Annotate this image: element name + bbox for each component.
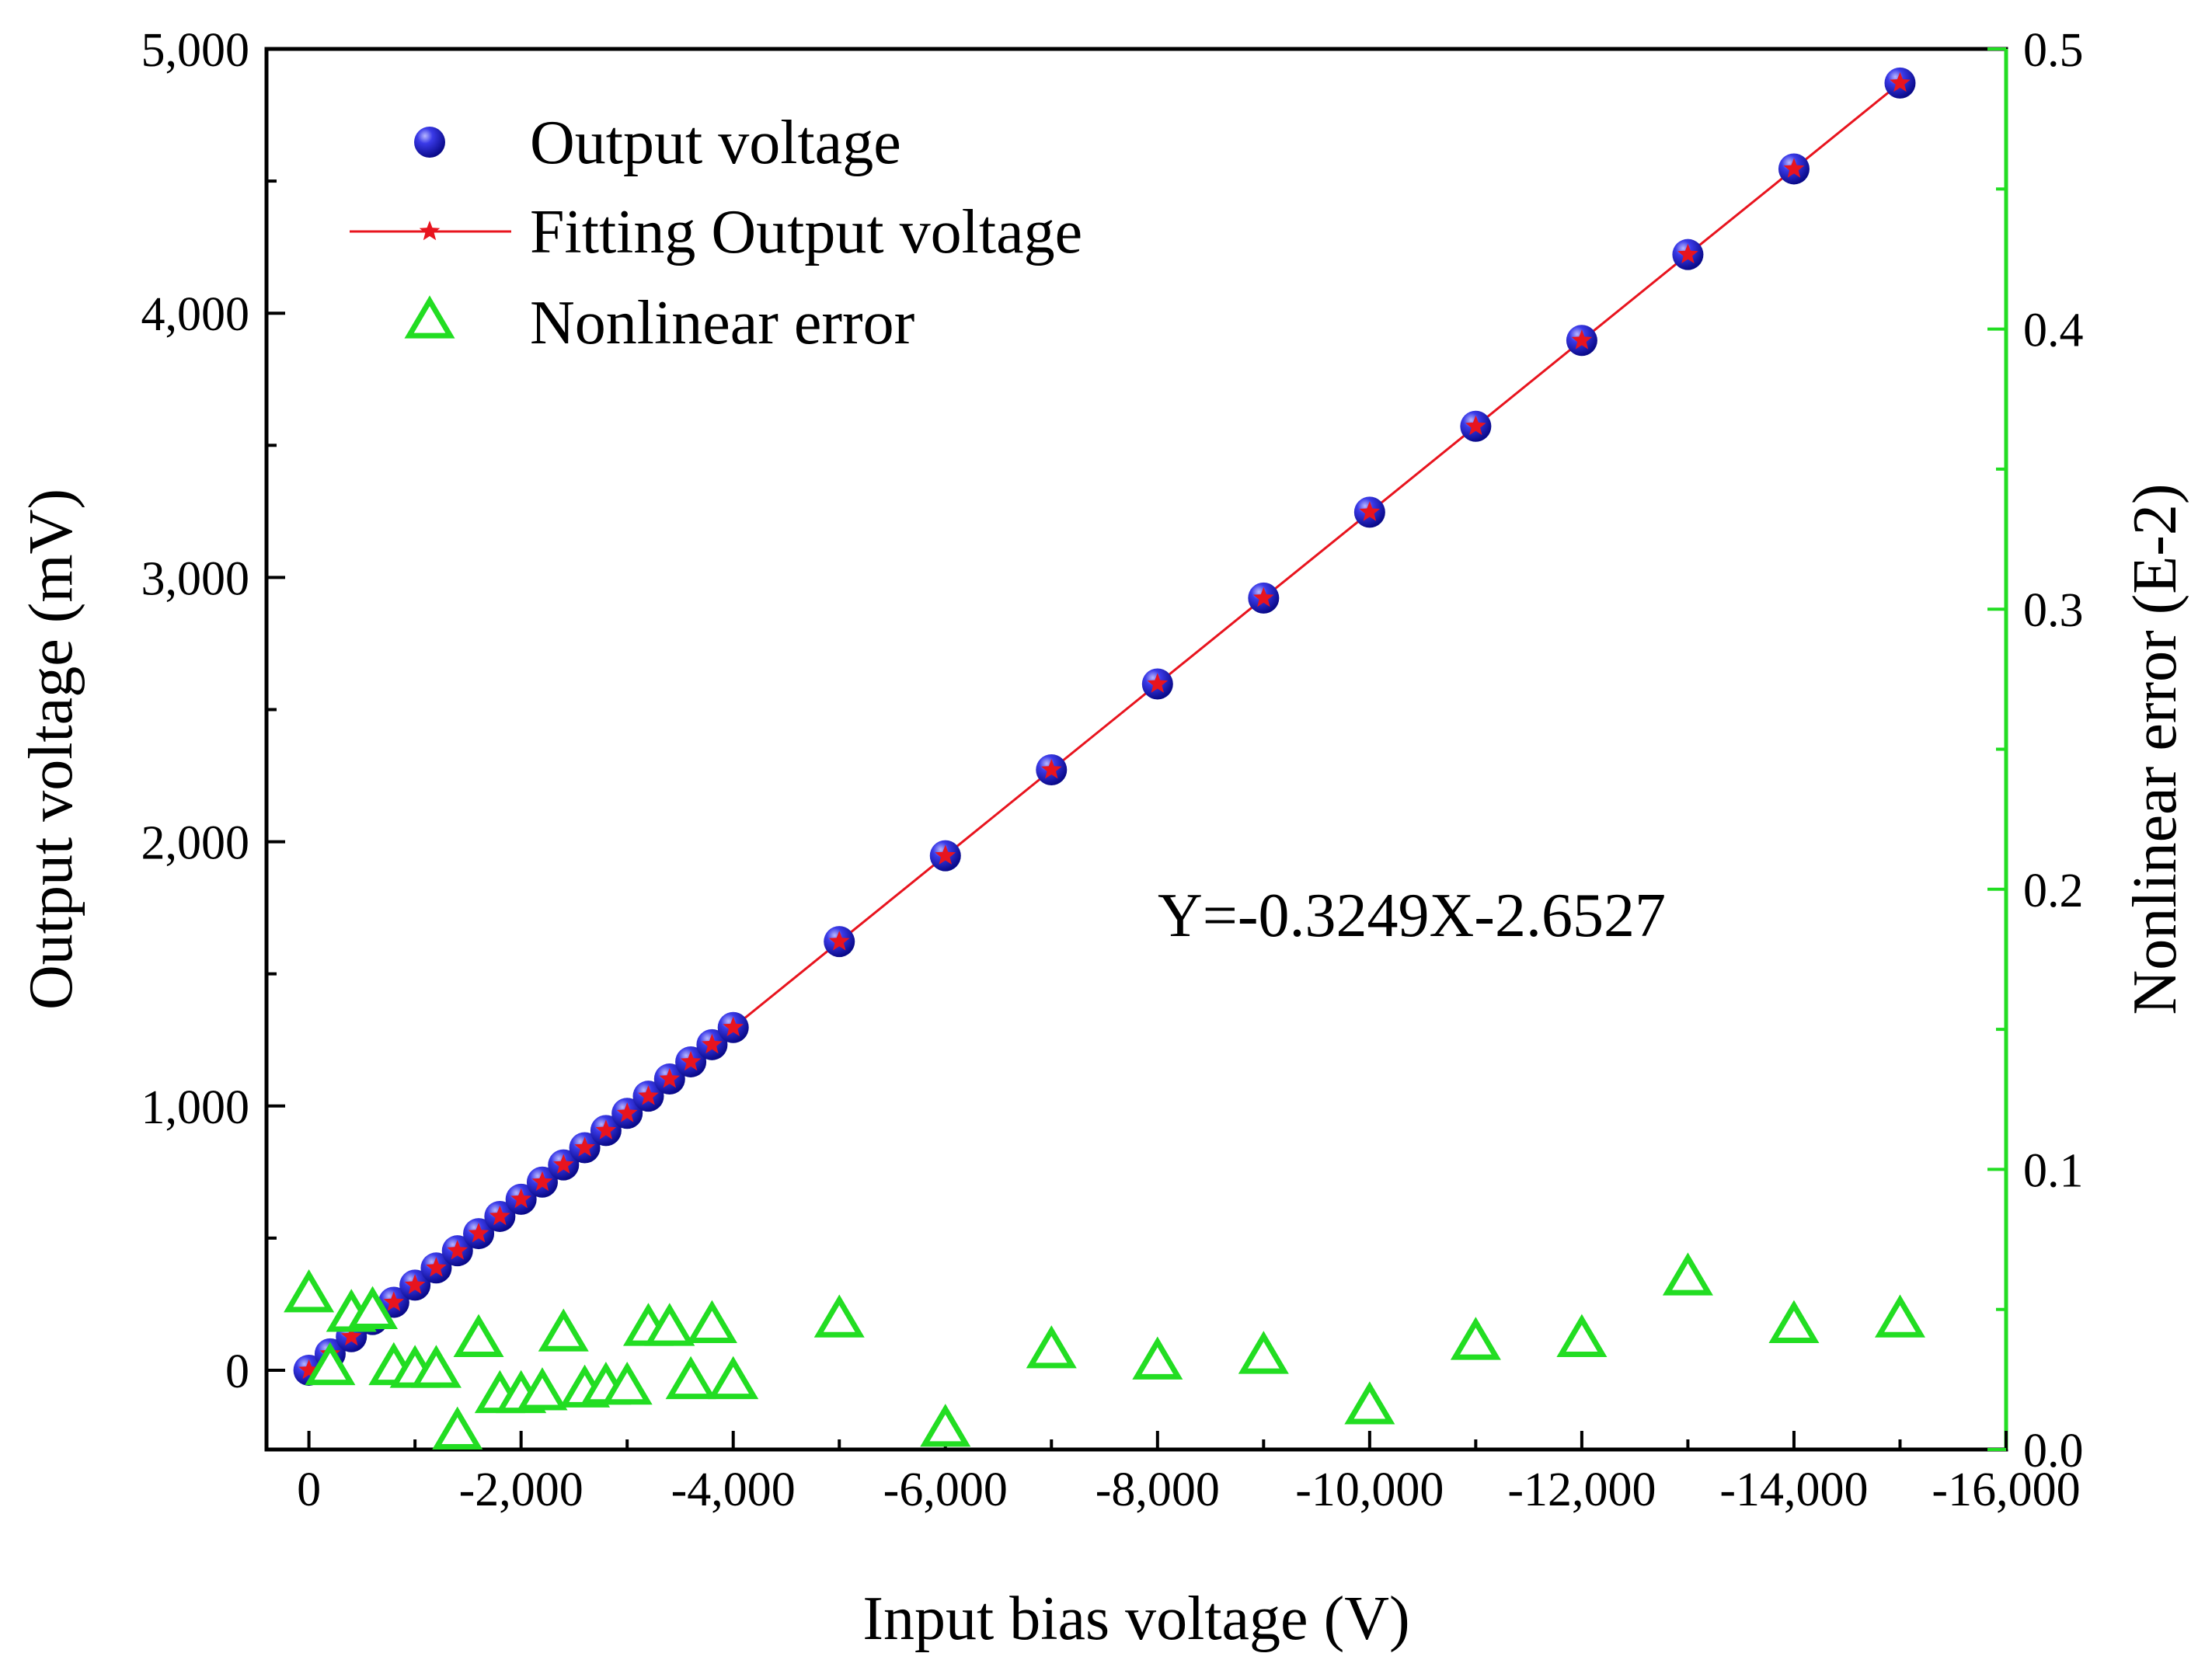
fitting-point	[1783, 158, 1805, 178]
fitting-point	[404, 1274, 426, 1294]
legend: Output voltage Fitting Output voltage No…	[350, 109, 1082, 357]
nonlinear-error-point	[601, 1361, 653, 1405]
y-left-axis-ticks: 0 1,000 2,000 3,000 4,000 5,000	[141, 24, 285, 1398]
nonlinear-error-point	[708, 1356, 759, 1400]
y-right-tick-label: 0.3	[2023, 584, 2084, 637]
y-right-tick-label: 0.2	[2023, 865, 2084, 917]
y-left-tick-label: 1,000	[141, 1081, 250, 1134]
nonlinear-error-point	[1662, 1252, 1713, 1296]
fitting-point	[659, 1068, 681, 1088]
fitting-point	[1359, 501, 1381, 521]
legend-label-output-voltage: Output voltage	[530, 109, 901, 177]
fitting-point	[595, 1119, 617, 1140]
x-tick-label: -14,000	[1719, 1463, 1868, 1516]
fitting-point	[426, 1257, 447, 1277]
fitting-point	[1147, 673, 1169, 693]
fitting-point	[638, 1085, 659, 1105]
legend-label-fitting: Fitting Output voltage	[530, 198, 1082, 266]
y-right-tick-label: 0.0	[2023, 1425, 2084, 1477]
fitting-point	[489, 1206, 510, 1226]
fitting-point	[723, 1016, 744, 1036]
nonlinear-error-point	[686, 1300, 737, 1343]
x-axis-ticks: 0 -2,000 -4,000 -6,000 -8,000 -10,000 -12,000 -…	[297, 1431, 2081, 1516]
nonlinear-error-point	[920, 1404, 971, 1447]
nonlinear-error-point	[284, 1269, 335, 1313]
nonlinear-error-point	[1556, 1314, 1608, 1358]
nonlinear-error-point	[1026, 1325, 1077, 1369]
fitting-point	[702, 1033, 723, 1054]
fitting-point	[531, 1171, 553, 1192]
fitting-point	[1677, 243, 1698, 263]
fitting-point	[680, 1050, 702, 1071]
y-right-tick-label: 0.5	[2023, 24, 2084, 77]
fitting-point	[1571, 329, 1593, 350]
nonlinear-error-point	[1874, 1294, 1925, 1338]
fitting-point	[510, 1188, 531, 1209]
series-layer	[284, 67, 1925, 1450]
nonlinear-error-point	[517, 1367, 568, 1411]
fitting-point	[574, 1136, 595, 1157]
nonlinear-error-point	[347, 1286, 399, 1329]
y-left-axis-title: Output voltage (mV)	[17, 489, 85, 1010]
fitting-point	[553, 1154, 574, 1174]
x-tick-label: -16,000	[1932, 1463, 2080, 1516]
legend-marker-output-voltage	[414, 127, 445, 158]
fitting-point	[298, 1359, 319, 1380]
nonlinear-error-point	[538, 1308, 589, 1352]
y-left-tick-label: 5,000	[141, 24, 250, 77]
nonlinear-error-point	[1450, 1317, 1501, 1360]
y-left-tick-label: 0	[225, 1345, 249, 1398]
y-right-tick-label: 0.1	[2023, 1144, 2084, 1197]
nonlinear-error-point	[432, 1406, 483, 1450]
fitting-point	[468, 1223, 489, 1243]
x-tick-label: 0	[297, 1463, 321, 1516]
fit-equation-annotation: Y=-0.3249X-2.6527	[1158, 882, 1666, 950]
fitting-point	[383, 1291, 405, 1311]
fitting-point	[1041, 759, 1062, 779]
fitting-point	[1890, 71, 1911, 92]
nonlinear-error-point	[813, 1294, 865, 1338]
fitting-point	[616, 1102, 638, 1122]
nonlinear-error-point	[1768, 1300, 1820, 1343]
nonlinear-error-point	[644, 1303, 695, 1346]
nonlinear-error-point	[453, 1314, 504, 1358]
fitting-point	[447, 1240, 469, 1260]
legend-marker-fitting	[419, 221, 441, 241]
fitting-point	[1253, 586, 1274, 607]
nonlinear-error-point	[305, 1342, 356, 1386]
fitting-point	[1465, 415, 1486, 436]
legend-label-nonlinear-error: Nonlinear error	[530, 289, 914, 357]
nonlinear-error-point	[1344, 1381, 1395, 1425]
nonlinear-error-point	[410, 1345, 462, 1388]
nonlinear-error-point	[1238, 1331, 1289, 1374]
nonlinear-error-point	[1132, 1336, 1183, 1380]
plot-frame	[264, 47, 2008, 1452]
y-left-tick-label: 2,000	[141, 817, 250, 870]
y-right-axis-ticks: 0.0 0.1 0.2 0.3 0.4 0.5	[1987, 24, 2084, 1477]
y-left-tick-label: 4,000	[141, 288, 250, 341]
y-right-axis-title: Nonlinear error (E-2)	[2121, 483, 2189, 1014]
x-tick-label: -6,000	[883, 1463, 1008, 1516]
y-left-tick-label: 3,000	[141, 552, 250, 605]
x-axis-title: Input bias voltage (V)	[862, 1585, 1409, 1653]
y-right-tick-label: 0.4	[2023, 305, 2084, 357]
fitting-point	[828, 931, 850, 951]
x-tick-label: -4,000	[671, 1463, 796, 1516]
x-tick-label: -12,000	[1507, 1463, 1656, 1516]
nonlinear-error-point	[665, 1356, 716, 1400]
fitting-point	[340, 1325, 362, 1346]
legend-marker-nonlinear-error	[404, 295, 455, 339]
x-tick-label: -8,000	[1096, 1463, 1220, 1516]
x-tick-label: -10,000	[1295, 1463, 1444, 1516]
fitting-point	[935, 844, 956, 865]
x-tick-label: -2,000	[459, 1463, 583, 1516]
